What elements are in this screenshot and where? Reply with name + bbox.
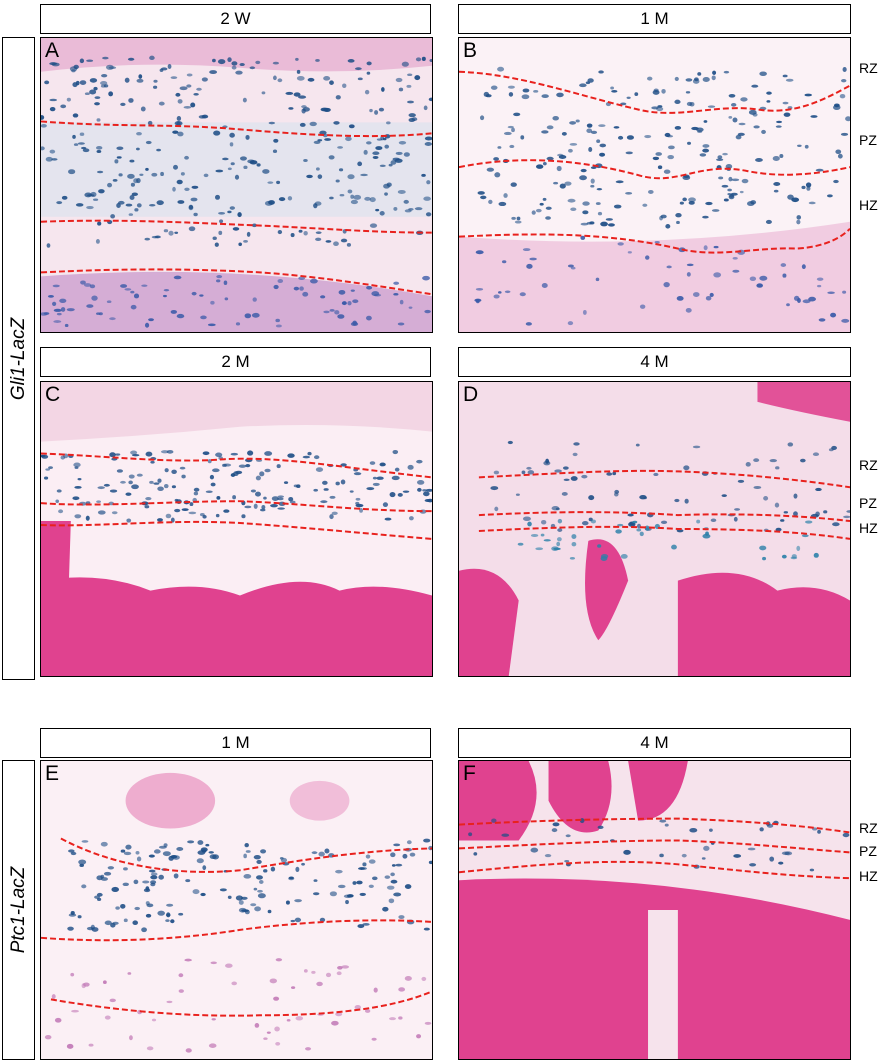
panel-a-letter: A bbox=[45, 39, 60, 62]
panel-e-timepoint: 1 M bbox=[221, 733, 250, 752]
gli1-group-label: Gli1-LacZ bbox=[2, 37, 35, 680]
panel-a-micrograph: A bbox=[40, 37, 433, 333]
panel-e-header: 1 M bbox=[40, 728, 431, 758]
panel-d-letter: D bbox=[463, 383, 479, 406]
ptc1-genotype-text: Ptc1-LacZ bbox=[7, 866, 29, 954]
panel-e-micrograph: E bbox=[40, 760, 433, 1060]
panel-d-micrograph: D bbox=[458, 381, 851, 677]
panel-f-zone-rz: RZ bbox=[859, 820, 878, 836]
panel-b-zone-hz: HZ bbox=[859, 197, 878, 213]
panel-b-zone-rz: RZ bbox=[859, 60, 878, 76]
panel-f-header: 4 M bbox=[458, 728, 851, 758]
panel-f-letter: F bbox=[463, 762, 476, 785]
panel-d-zone-pz: PZ bbox=[859, 495, 877, 511]
panel-f-micrograph: F bbox=[458, 760, 851, 1060]
panel-b-zone-pz: PZ bbox=[859, 132, 877, 148]
panel-c-letter: C bbox=[45, 383, 61, 406]
panel-c-header: 2 M bbox=[40, 347, 431, 377]
panel-d-timepoint: 4 M bbox=[640, 352, 669, 371]
panel-b-header: 1 M bbox=[458, 4, 851, 34]
panel-f-timepoint: 4 M bbox=[640, 733, 669, 752]
panel-f-zone-hz: HZ bbox=[859, 868, 878, 884]
panel-d-zone-hz: HZ bbox=[859, 520, 878, 536]
ptc1-group-label: Ptc1-LacZ bbox=[2, 760, 35, 1060]
panel-b-letter: B bbox=[463, 39, 478, 62]
panel-b-micrograph: B bbox=[458, 37, 851, 333]
panel-c-timepoint: 2 M bbox=[221, 352, 250, 371]
panel-d-header: 4 M bbox=[458, 347, 851, 377]
panel-a-header: 2 W bbox=[40, 4, 431, 34]
gli1-genotype-text: Gli1-LacZ bbox=[7, 317, 29, 400]
panel-e-letter: E bbox=[45, 762, 60, 785]
panel-d-zone-rz: RZ bbox=[859, 457, 878, 473]
panel-b-timepoint: 1 M bbox=[640, 9, 669, 28]
panel-f-zone-pz: PZ bbox=[859, 843, 877, 859]
panel-c-micrograph: C bbox=[40, 381, 433, 677]
panel-a-timepoint: 2 W bbox=[220, 9, 251, 28]
